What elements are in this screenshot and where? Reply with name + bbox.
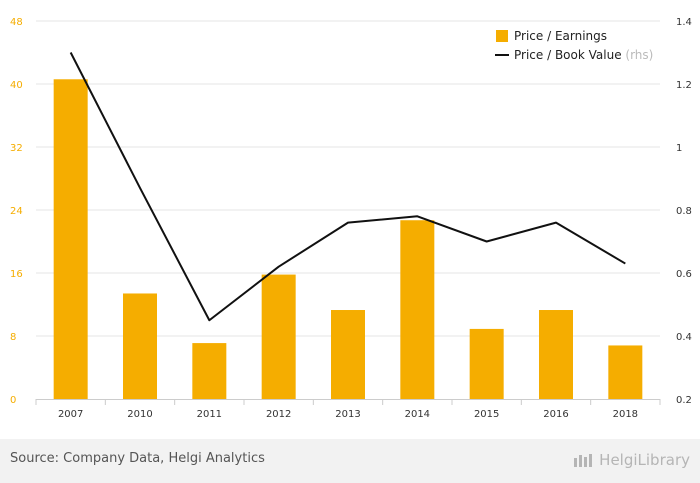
x-tick-label: 2010	[127, 409, 152, 420]
library-icon	[574, 454, 593, 467]
chart-area: 0 8 16 24 32 40 48 0.2 0.4 0.6 0.8 1 1.2 1.4 2007 2010 2…	[10, 17, 692, 420]
x-tick-label: 2013	[335, 409, 360, 420]
right-tick-label: 1.2	[676, 80, 692, 91]
left-tick-label: 48	[10, 17, 23, 28]
left-tick-label: 24	[10, 206, 23, 217]
source-note: Source: Company Data, Helgi Analytics	[10, 451, 265, 466]
x-tick-label: 2011	[197, 409, 222, 420]
bar	[123, 293, 157, 399]
x-tick-label: 2018	[613, 409, 638, 420]
legend-label-price-book-value: Price / Book Value (rhs)	[514, 48, 653, 62]
bar	[400, 220, 435, 399]
series-line	[69, 52, 626, 322]
gridlines	[36, 20, 660, 337]
bar-series-price-earnings	[53, 79, 643, 400]
axes: 0 8 16 24 32 40 48 0.2 0.4 0.6 0.8 1 1.2 1.4 2007 2010 2…	[10, 17, 692, 420]
right-tick-label: 0.8	[676, 206, 692, 217]
left-tick-label: 32	[10, 143, 23, 154]
left-tick-label: 16	[10, 269, 23, 280]
right-tick-label: 1	[676, 143, 682, 154]
bar	[539, 310, 573, 399]
legend-rhs-suffix: (rhs)	[625, 48, 653, 62]
bar	[608, 345, 643, 399]
bar	[331, 310, 365, 399]
left-tick-label: 40	[10, 80, 23, 91]
bar	[192, 343, 227, 399]
bar	[261, 274, 296, 399]
x-tick-label: 2015	[474, 409, 499, 420]
right-tick-label: 1.4	[676, 17, 692, 28]
x-tick-label: 2007	[58, 409, 83, 420]
brand-name: HelgiLibrary	[599, 451, 690, 469]
x-tick-label: 2016	[543, 409, 568, 420]
right-tick-label: 0.4	[676, 332, 692, 343]
bar	[53, 79, 88, 400]
legend: Price / Earnings Price / Book Value (rhs)	[495, 29, 653, 62]
x-tick-label: 2014	[405, 409, 430, 420]
left-tick-label: 8	[10, 332, 16, 343]
bar	[469, 328, 504, 399]
left-tick-label: 0	[10, 395, 16, 406]
footer-bar	[0, 439, 700, 483]
x-tick-label: 2012	[266, 409, 291, 420]
line-series-price-book-value	[69, 52, 626, 322]
legend-swatch-bar	[496, 30, 508, 42]
brand-logo: HelgiLibrary	[573, 449, 690, 471]
right-tick-label: 0.2	[676, 395, 692, 406]
legend-label-price-earnings: Price / Earnings	[514, 29, 607, 43]
right-tick-label: 0.6	[676, 269, 692, 280]
